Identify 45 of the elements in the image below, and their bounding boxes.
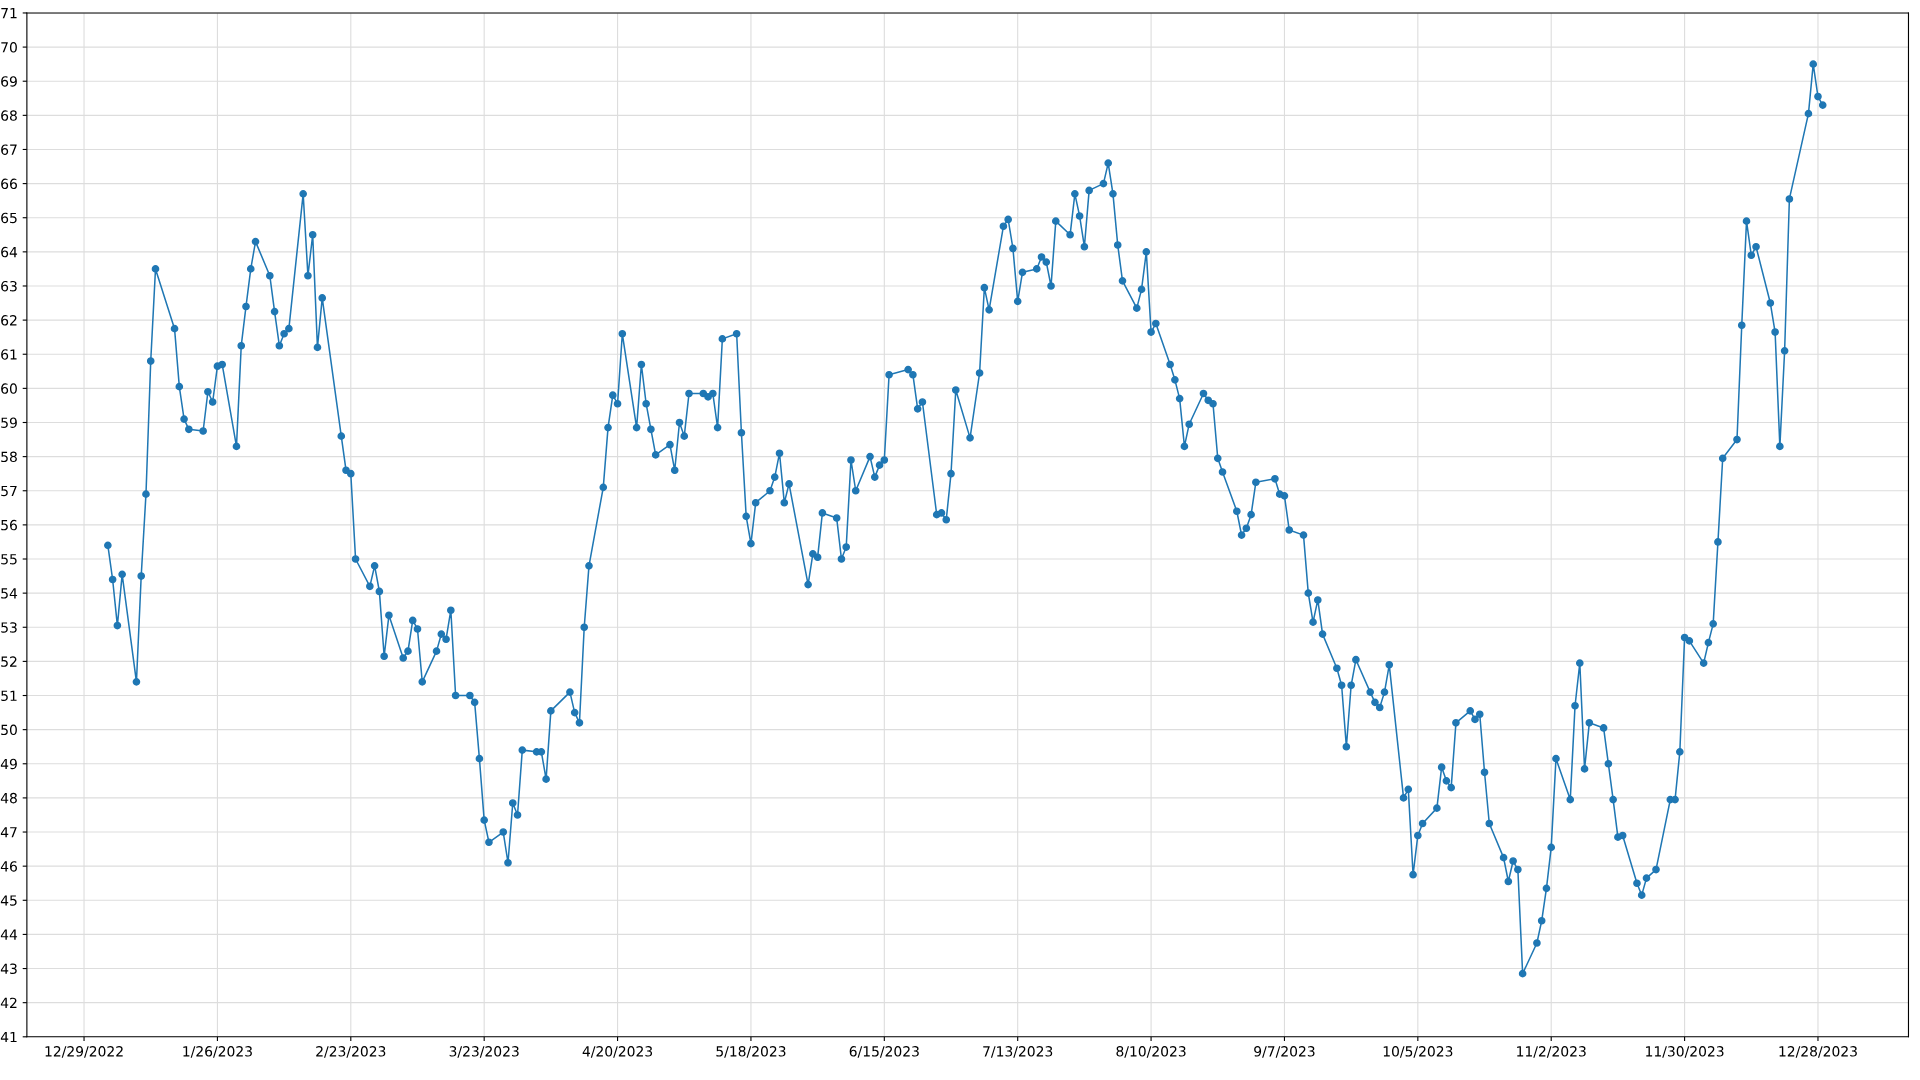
y-tick-label: 55	[1, 554, 17, 565]
x-tick-label: 8/10/2023	[1116, 1046, 1186, 1058]
x-tick-label: 11/2/2023	[1517, 1046, 1586, 1058]
y-tick-label: 48	[0, 792, 17, 804]
y-tick-label: 43	[0, 963, 17, 975]
y-tick-label: 68	[1, 110, 17, 121]
y-tick-label: 49	[0, 758, 17, 770]
y-tick-label: 46	[0, 861, 17, 872]
y-tick-label: 56	[1, 519, 17, 531]
x-tick-label: 4/20/2023	[582, 1046, 653, 1058]
y-tick-label: 51	[1, 690, 17, 701]
x-tick-label: 3/23/2023	[449, 1046, 519, 1058]
y-tick-label: 65	[1, 212, 17, 224]
x-tick-label: 6/15/2023	[849, 1046, 919, 1058]
y-tick-label: 61	[1, 349, 17, 360]
x-tick-label: 1/26/2023	[183, 1046, 252, 1058]
x-tick-label: 10/5/2023	[1383, 1046, 1453, 1058]
y-tick-label: 58	[1, 451, 17, 463]
x-tick-label: 11/30/2023	[1646, 1046, 1724, 1058]
x-tick-label: 12/29/2022	[45, 1046, 123, 1058]
y-tick-label: 63	[1, 280, 17, 292]
x-tick-label: 7/13/2023	[983, 1046, 1053, 1058]
y-tick-label: 60	[1, 383, 17, 394]
y-tick-label: 42	[0, 997, 17, 1008]
y-tick-label: 59	[1, 417, 17, 428]
x-tick-label: 9/7/2023	[1254, 1046, 1315, 1058]
y-tick-label: 50	[1, 724, 17, 736]
y-tick-label: 57	[1, 485, 17, 497]
y-tick-label: 66	[1, 178, 17, 190]
y-tick-label: 67	[1, 144, 17, 155]
y-tick-label: 70	[1, 42, 17, 53]
x-tick-label: 2/23/2023	[316, 1046, 386, 1058]
x-tick-label: 12/28/2023	[1779, 1046, 1857, 1058]
y-tick-label: 53	[1, 622, 17, 633]
x-tick-label: 5/18/2023	[716, 1046, 786, 1058]
y-tick-label: 54	[1, 588, 18, 599]
y-tick-label: 47	[0, 827, 17, 838]
y-tick-label: 71	[1, 8, 17, 19]
y-tick-label: 62	[1, 315, 17, 326]
y-tick-label: 44	[0, 929, 18, 940]
y-tick-label: 45	[0, 895, 17, 906]
y-tick-label: 69	[1, 76, 17, 87]
y-tick-label: 64	[1, 246, 18, 258]
y-tick-label: 41	[0, 1031, 17, 1043]
y-tick-label: 52	[1, 656, 17, 667]
